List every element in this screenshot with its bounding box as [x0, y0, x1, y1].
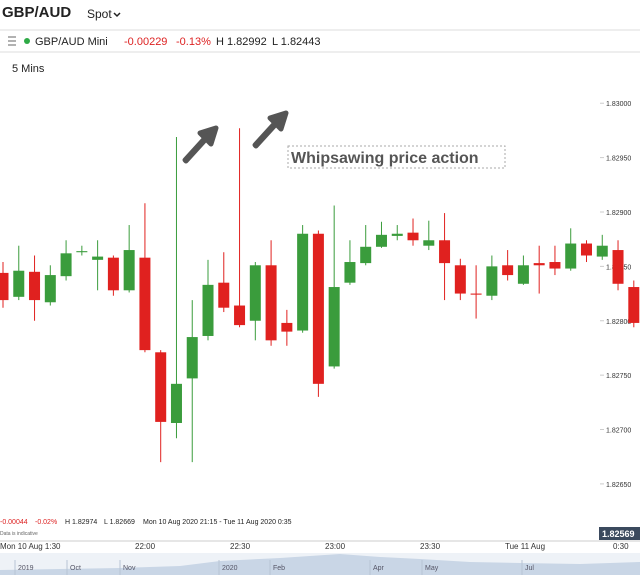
candle-body [76, 251, 88, 253]
time-axis: Mon 10 Aug 1:30 22:00 22:30 23:00 23:30 Tue 1… [0, 542, 629, 575]
candle-body [123, 250, 135, 291]
navigator-label: Nov [123, 565, 136, 572]
time-label: Tue 11 Aug [505, 542, 545, 551]
y-tick-label: 1.82750 [606, 373, 631, 380]
footer-low: L 1.82669 [104, 519, 135, 526]
plot: 1.826501.827001.827501.828001.828501.829… [0, 101, 640, 489]
candle-body [218, 282, 230, 308]
navigator-label: Apr [373, 565, 385, 572]
candle-body [628, 287, 640, 323]
time-label: 22:30 [230, 542, 251, 551]
candle-body [170, 383, 182, 423]
candle-body [517, 265, 529, 284]
footer-change-pct: -0.02% [35, 519, 57, 526]
candle-body [328, 287, 340, 367]
candle-body [565, 243, 577, 269]
arrow [182, 125, 219, 164]
mode-select[interactable]: Spot [87, 7, 112, 21]
candle-body [360, 246, 372, 264]
last-price-box [599, 527, 640, 540]
candle-body [407, 232, 419, 241]
y-tick-label: 1.82950 [606, 156, 631, 163]
candle-body [533, 263, 545, 266]
candle-body [107, 257, 119, 291]
candle-body [454, 265, 466, 294]
candle-body [596, 245, 608, 257]
candle-body [60, 253, 72, 277]
status-dot [24, 38, 30, 44]
interval[interactable]: 5 Mins [12, 63, 45, 75]
footer-note: Data is indicative [0, 531, 38, 537]
candle-body [549, 262, 561, 269]
y-tick-label: 1.83000 [606, 101, 631, 108]
day-low: L 1.82443 [272, 36, 321, 48]
navigator-label: Oct [70, 565, 81, 572]
arrow [252, 110, 289, 149]
annotation: Whipsawing price action [291, 150, 479, 167]
y-tick-label: 1.82650 [606, 482, 631, 489]
candle-body [234, 305, 246, 326]
candle-body [312, 233, 324, 384]
footer-high: H 1.82974 [65, 519, 97, 526]
navigator-label: Feb [273, 565, 285, 572]
time-label: 23:00 [325, 542, 346, 551]
time-label: 23:30 [420, 542, 441, 551]
symbol: GBP/AUD [2, 4, 71, 21]
last-price: 1.82569 [602, 529, 635, 539]
instrument: GBP/AUD Mini [35, 36, 108, 48]
candle-body [44, 275, 56, 303]
candle-body [486, 266, 498, 296]
candle-body [0, 272, 9, 301]
candle-body [29, 271, 41, 301]
navigator-area [0, 554, 640, 575]
time-label: Mon 10 Aug 1:30 [0, 542, 61, 551]
candle-body [92, 256, 104, 260]
candle-body [265, 265, 277, 341]
time-label: 0:30 [613, 542, 629, 551]
annotation-box [287, 145, 506, 169]
candle-body [13, 270, 25, 297]
candle-body [391, 233, 403, 236]
candle-body [470, 293, 482, 295]
navigator-label: 2019 [18, 565, 34, 572]
y-tick-label: 1.82900 [606, 210, 631, 217]
candle-body [155, 352, 167, 422]
candle-body [439, 240, 451, 264]
dropdown-caret[interactable] [113, 12, 121, 18]
candle-body [423, 240, 435, 246]
navigator-label: 2020 [222, 565, 238, 572]
time-label: 22:00 [135, 542, 156, 551]
candle-body [344, 262, 356, 283]
candle-body [202, 284, 214, 336]
y-tick-label: 1.82800 [606, 319, 631, 326]
candle-body [502, 265, 514, 276]
candle-body [186, 337, 198, 379]
candle-body [297, 233, 309, 331]
candle-body [375, 234, 387, 247]
footer-change: -0.00044 [0, 519, 28, 526]
footer-range: Mon 10 Aug 2020 21:15 - Tue 11 Aug 2020 … [143, 519, 292, 526]
candle-body [139, 257, 151, 351]
candle-body [249, 265, 261, 321]
change-pct: -0.13% [176, 36, 211, 48]
change: -0.00229 [124, 36, 167, 48]
candle-body [580, 243, 592, 256]
navigator-label: May [425, 565, 439, 572]
navigator-label: Jul [525, 565, 534, 572]
candle-body [281, 322, 293, 332]
y-tick-label: 1.82700 [606, 428, 631, 435]
day-high: H 1.82992 [216, 36, 267, 48]
candle-body [612, 250, 624, 284]
menu-icon[interactable] [8, 36, 16, 46]
